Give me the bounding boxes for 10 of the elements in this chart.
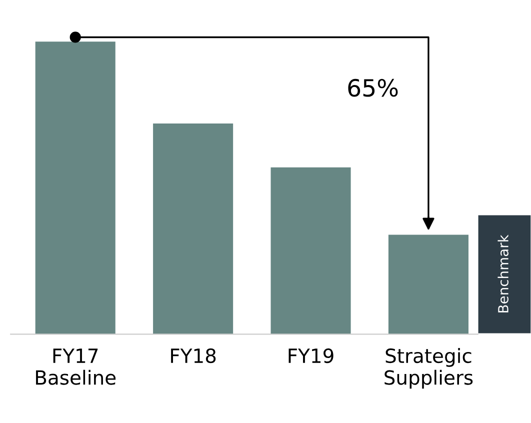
bar [270,167,351,334]
x-tick-label: FY17 Baseline [36,348,116,385]
x-tick-label: FY18 [171,348,216,364]
bar [153,124,234,334]
bar [35,42,116,334]
x-tick-label: Strategic Suppliers [384,348,473,389]
bar [388,234,468,334]
annotation: 65% [348,78,398,97]
x-tick-label: FY19 [288,348,334,364]
text: Benchmark [498,234,508,312]
